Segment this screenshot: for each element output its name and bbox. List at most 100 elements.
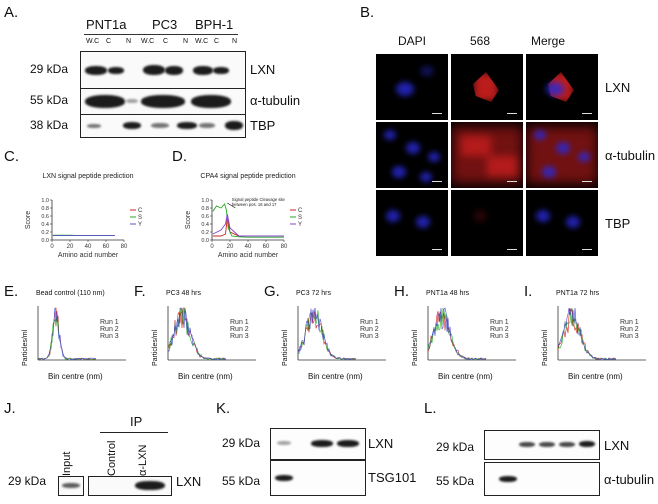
legend-run1: Run 1 — [100, 319, 119, 326]
band — [123, 122, 141, 129]
nta-traces — [557, 307, 617, 361]
scale-bar — [432, 181, 442, 182]
panel-a-group-divider — [84, 34, 238, 35]
scale-bar — [582, 113, 592, 114]
legend-run1: Run 1 — [360, 319, 379, 326]
nta-traces — [297, 307, 357, 361]
band — [559, 442, 575, 447]
panel-nta-label: I. — [524, 283, 533, 300]
panel-j-protein: LXN — [176, 474, 202, 489]
nucleus — [556, 142, 570, 154]
y-tick-label: 0.4 — [41, 222, 49, 228]
nucleus — [386, 210, 400, 222]
panel-l-protein-tubulin: α-tubulin — [604, 472, 655, 487]
nta-traces — [167, 307, 227, 361]
y-tick-label: 0.2 — [41, 230, 49, 236]
panel-j-blot-input — [58, 476, 84, 496]
band — [165, 66, 183, 75]
scale-bar — [507, 113, 517, 114]
nta-trace — [37, 308, 96, 361]
band — [337, 440, 359, 447]
panel-nta-title: PC3 72 hrs — [296, 290, 332, 297]
panel-k-blot-lxn — [270, 428, 366, 460]
band — [579, 441, 595, 447]
nucleus — [406, 142, 420, 154]
legend-label-s: S — [138, 215, 142, 221]
band — [191, 95, 231, 108]
panel-a-blot-lxn — [80, 51, 246, 90]
panel-l-blot-lxn — [484, 430, 600, 460]
panel-nta-label: E. — [4, 283, 19, 300]
panel-j-blot-ip — [88, 476, 172, 496]
nta-traces — [427, 307, 487, 361]
nta-trace — [167, 307, 227, 361]
panel-nta-label: G. — [264, 283, 280, 300]
legend-label-y: Y — [298, 222, 302, 228]
panel-a-blot-tubulin — [80, 88, 246, 116]
legend-label-s: S — [298, 215, 302, 221]
band — [225, 121, 243, 130]
y-tick-label: 0.2 — [201, 230, 209, 236]
x-tick-label: 20 — [227, 244, 234, 250]
panel-a-mw-2: 55 kDa — [30, 93, 69, 107]
panel-c-label: C. — [4, 148, 19, 165]
legend-run1: Run 1 — [490, 319, 509, 326]
y-axis-label: Score — [185, 211, 192, 229]
panel-nta-xlabel: Bin centre (nm) — [438, 372, 493, 381]
red-signal — [461, 136, 491, 156]
panel-a-protein-tubulin: α-tubulin — [250, 93, 301, 108]
nta-trace — [427, 307, 487, 361]
micrograph-lxn-merge — [526, 54, 598, 120]
band — [193, 66, 213, 75]
y-tick-label: 0.0 — [41, 238, 49, 244]
legend-run2: Run 2 — [360, 326, 379, 333]
y-tick-label: 0.4 — [201, 222, 209, 228]
micrograph-tubulin-dapi — [376, 122, 448, 188]
legend-label-y: Y — [138, 222, 142, 228]
micrograph-tbp-568 — [451, 190, 523, 256]
panel-j-ip-line — [100, 432, 168, 433]
panel-nta-xlabel: Bin centre (nm) — [48, 372, 103, 381]
legend-label-c: C — [298, 208, 303, 214]
panel-k-mw-1: 29 kDa — [222, 436, 261, 450]
panel-b-col-568: 568 — [470, 34, 491, 48]
red-signal — [473, 72, 499, 102]
nucleus — [420, 172, 432, 182]
band — [87, 124, 101, 128]
panel-k-blot-tsg101 — [270, 460, 366, 496]
panel-a-mw-1: 29 kDa — [30, 62, 69, 76]
nucleus — [384, 130, 396, 140]
band — [213, 67, 229, 74]
panel-d-label: D. — [172, 148, 187, 165]
cleavage-annotation: Signal peptide Cleavage site — [232, 197, 286, 202]
micrograph-tubulin-568 — [451, 122, 523, 188]
panel-c-chart: LXN signal peptide prediction 0.0 0.2 0.4 0.… — [25, 173, 143, 259]
panel-nta-title: Bead control (110 nm) — [36, 290, 105, 297]
micrograph-tbp-merge — [526, 190, 598, 256]
micrograph-tubulin-merge — [526, 122, 598, 188]
legend-run3: Run 3 — [490, 333, 509, 340]
legend-run2: Run 2 — [100, 326, 119, 333]
panel-a-lane-3: N — [126, 38, 132, 45]
panel-a-lane-4: W.C — [141, 38, 155, 45]
micrograph-lxn-568 — [451, 54, 523, 120]
panel-j-ip-label: IP — [130, 414, 143, 429]
panel-nta-ylabel: Particles/ml — [412, 329, 419, 366]
panel-a-lane-6: N — [183, 38, 189, 45]
cleavage-annotation-line2: between pos. 16 and 17 — [232, 202, 277, 207]
y-tick-label: 1.0 — [41, 198, 49, 204]
nta-trace — [37, 316, 97, 361]
panel-k-label: K. — [216, 400, 231, 417]
panel-nta-title: PNT1a 72 hrs — [556, 290, 600, 297]
legend-run3: Run 3 — [230, 333, 249, 340]
panel-a-mw-3: 38 kDa — [30, 118, 69, 132]
panel-l-mw-1: 29 kDa — [436, 440, 475, 454]
panel-b-label: B. — [360, 4, 375, 21]
band — [143, 65, 165, 75]
y-tick-label: 0.8 — [41, 206, 49, 212]
band — [199, 123, 215, 128]
nta-trace — [557, 307, 617, 361]
